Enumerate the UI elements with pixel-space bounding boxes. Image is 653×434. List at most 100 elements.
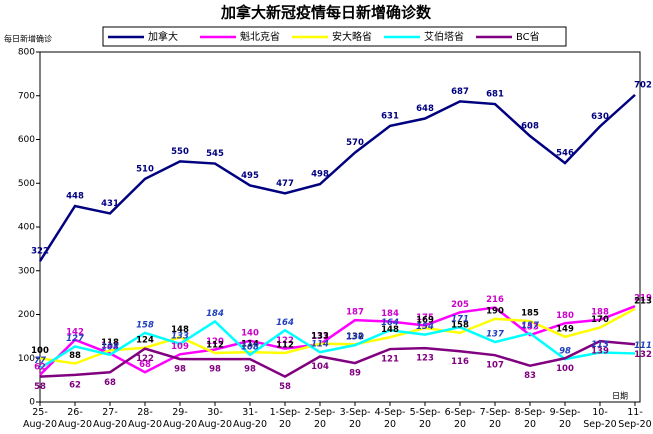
data-label: 158 bbox=[451, 320, 469, 330]
x-tick-label: 7-Sep-20 bbox=[479, 407, 511, 430]
data-label: 570 bbox=[346, 138, 364, 148]
data-label: 108 bbox=[101, 342, 119, 352]
data-label: 77 bbox=[34, 356, 46, 366]
data-label: 184 bbox=[381, 309, 399, 319]
data-label: 109 bbox=[171, 342, 189, 352]
data-label: 58 bbox=[279, 382, 291, 392]
data-label: 681 bbox=[486, 90, 504, 100]
data-label: 702 bbox=[634, 80, 652, 90]
data-label: 114 bbox=[241, 340, 259, 350]
data-label: 171 bbox=[451, 315, 469, 325]
series-line bbox=[39, 307, 636, 365]
series-line bbox=[38, 93, 636, 262]
data-label: 630 bbox=[591, 112, 609, 122]
data-label: 116 bbox=[451, 357, 469, 367]
data-label: 175 bbox=[416, 313, 434, 323]
y-tick-label: 200 bbox=[18, 310, 35, 320]
data-label: 142 bbox=[66, 327, 84, 337]
data-label: 648 bbox=[416, 104, 434, 114]
y-tick-label: 800 bbox=[18, 48, 35, 58]
x-tick-label: 9-Sep-20 bbox=[549, 407, 581, 430]
x-tick-label: 2-Sep-20 bbox=[304, 407, 336, 430]
y-tick-label: 400 bbox=[18, 223, 35, 233]
series-line bbox=[39, 339, 636, 379]
y-tick-label: 500 bbox=[18, 179, 35, 189]
y-tick-label: 600 bbox=[18, 135, 35, 145]
data-label: 431 bbox=[101, 199, 119, 209]
data-label: 148 bbox=[381, 325, 399, 335]
y-tick-label: 700 bbox=[18, 91, 35, 101]
legend-label: 魁北克省 bbox=[240, 30, 280, 43]
data-label: 100 bbox=[31, 346, 49, 356]
data-label: 68 bbox=[104, 378, 116, 388]
data-label: 216 bbox=[486, 295, 504, 305]
data-label: 100 bbox=[556, 364, 574, 374]
x-tick-label: 3-Sep-20 bbox=[339, 407, 371, 430]
data-label: 170 bbox=[591, 315, 609, 325]
data-label: 104 bbox=[311, 362, 329, 372]
data-label: 127 bbox=[66, 334, 84, 344]
data-label: 132 bbox=[311, 332, 329, 342]
data-label: 495 bbox=[241, 171, 259, 181]
chart-title: 加拿大新冠疫情每日新增确诊数 bbox=[220, 4, 432, 22]
data-label: 322 bbox=[31, 247, 49, 257]
legend-box bbox=[102, 26, 567, 47]
data-label: 687 bbox=[451, 87, 469, 97]
data-label: 58 bbox=[34, 382, 46, 392]
data-label: 164 bbox=[381, 318, 399, 328]
data-label: 184 bbox=[206, 309, 224, 319]
data-label: 140 bbox=[241, 328, 259, 338]
data-label: 219 bbox=[634, 294, 652, 304]
data-label: 62 bbox=[69, 380, 81, 390]
data-label: 550 bbox=[171, 147, 189, 157]
data-label: 62 bbox=[34, 362, 46, 372]
legend-label: 安大略省 bbox=[332, 30, 372, 43]
y-tick-label: 300 bbox=[18, 266, 35, 276]
data-label: 120 bbox=[206, 337, 224, 347]
data-label: 122 bbox=[136, 354, 154, 364]
data-label: 88 bbox=[69, 351, 81, 361]
data-label: 113 bbox=[591, 340, 609, 350]
data-label: 498 bbox=[311, 170, 329, 180]
data-label: 631 bbox=[381, 111, 399, 121]
data-label: 608 bbox=[521, 122, 539, 132]
data-label: 190 bbox=[486, 306, 504, 316]
data-label: 122 bbox=[276, 336, 294, 346]
data-label: 121 bbox=[381, 355, 399, 365]
data-label: 132 bbox=[346, 332, 364, 342]
x-tick-label: 6-Sep-20 bbox=[444, 407, 476, 430]
legend-label: 加拿大 bbox=[148, 30, 178, 43]
y-tick-label: 100 bbox=[18, 354, 35, 364]
data-label: 510 bbox=[136, 164, 154, 174]
data-label: 107 bbox=[486, 361, 504, 371]
x-tick-label: 4-Sep-20 bbox=[374, 407, 406, 430]
data-label: 114 bbox=[311, 340, 329, 350]
x-tick-label: 5-Sep-20 bbox=[409, 407, 441, 430]
data-label: 111 bbox=[634, 341, 652, 351]
data-label: 148 bbox=[171, 325, 189, 335]
x-tick-label: 25-Aug-20 bbox=[22, 407, 58, 430]
x-axis-label: 日期 bbox=[612, 392, 628, 401]
data-label: 111 bbox=[101, 341, 119, 351]
data-label: 205 bbox=[451, 300, 469, 310]
x-tick-label: 31-Aug-20 bbox=[232, 407, 268, 430]
data-label: 112 bbox=[276, 341, 294, 351]
data-label: 153 bbox=[521, 323, 539, 333]
x-tick-label: 1-Sep-20 bbox=[269, 407, 301, 430]
x-tick-label: 10-Sep-20 bbox=[583, 407, 617, 430]
data-label: 98 bbox=[559, 347, 571, 357]
x-tick-label: 27-Aug-20 bbox=[92, 407, 128, 430]
series-line bbox=[39, 305, 636, 376]
data-label: 139 bbox=[591, 347, 609, 357]
data-label: 124 bbox=[136, 335, 154, 345]
data-label: 448 bbox=[66, 192, 84, 202]
data-label: 98 bbox=[174, 365, 186, 375]
data-label: 154 bbox=[416, 322, 434, 332]
data-label: 546 bbox=[556, 149, 574, 159]
data-label: 130 bbox=[346, 333, 364, 343]
x-tick-label: 26-Aug-20 bbox=[57, 407, 93, 430]
data-label: 83 bbox=[524, 371, 536, 381]
data-label: 118 bbox=[101, 338, 119, 348]
data-label: 213 bbox=[634, 296, 652, 306]
